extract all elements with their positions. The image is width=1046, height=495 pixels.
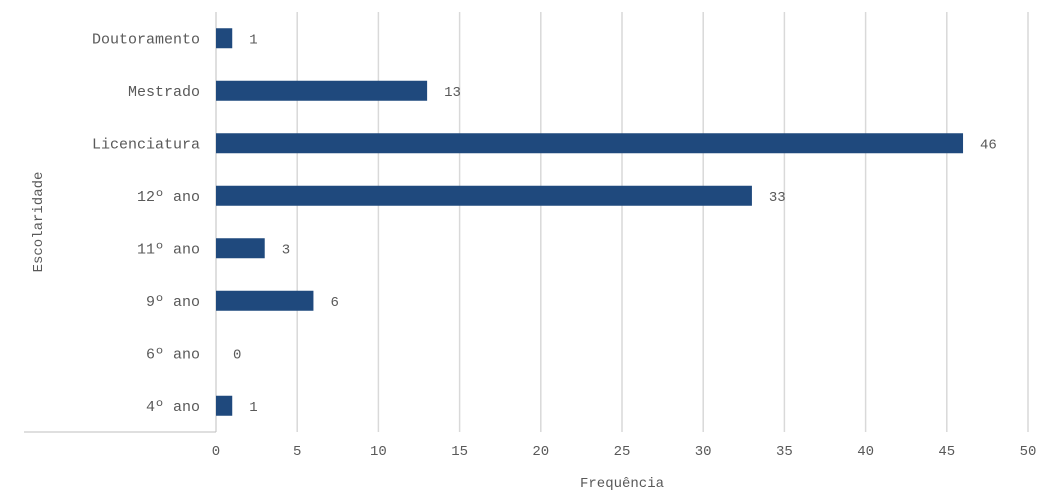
data-label: 1 [249,32,257,48]
bar-7 [216,395,233,416]
bar-1 [216,80,428,101]
bar-3 [216,185,752,206]
bar-5 [216,290,314,311]
y-axis-title: Escolaridade [31,172,47,273]
category-label: Doutoramento [92,31,200,48]
x-tick-label: 30 [695,444,712,460]
x-tick-label: 25 [614,444,631,460]
category-label: Licenciatura [92,136,200,153]
gridlines [296,12,1029,432]
x-tick-label: 20 [532,444,549,460]
x-tick-label: 10 [370,444,387,460]
x-tick-label: 0 [212,444,220,460]
bar-2 [216,133,964,154]
x-tick-label: 5 [293,444,301,460]
x-tick-label: 50 [1020,444,1037,460]
data-label: 13 [444,85,461,101]
data-label: 6 [330,295,338,311]
x-tick-label: 15 [451,444,468,460]
category-label: 4º ano [146,399,200,416]
bar-0 [216,28,233,49]
data-label: 0 [233,347,241,363]
data-label: 46 [980,137,997,153]
category-label: 11º ano [137,241,200,258]
x-tick-labels: 0 5 10 15 20 25 30 35 40 45 50 [212,444,1037,460]
category-label: 6º ano [146,346,200,363]
x-tick-label: 40 [857,444,874,460]
bar-4 [216,238,265,259]
x-axis-title: Frequência [580,476,664,492]
data-label: 1 [249,400,257,416]
x-tick-label: 35 [776,444,793,460]
data-label: 33 [769,190,786,206]
category-label: 9º ano [146,294,200,311]
category-labels: Doutoramento Mestrado Licenciatura 12º ano 1… [92,31,200,416]
category-label: 12º ano [137,189,200,206]
data-label: 3 [282,242,290,258]
x-tick-label: 45 [938,444,955,460]
category-label: Mestrado [128,84,200,101]
bars [216,28,964,416]
